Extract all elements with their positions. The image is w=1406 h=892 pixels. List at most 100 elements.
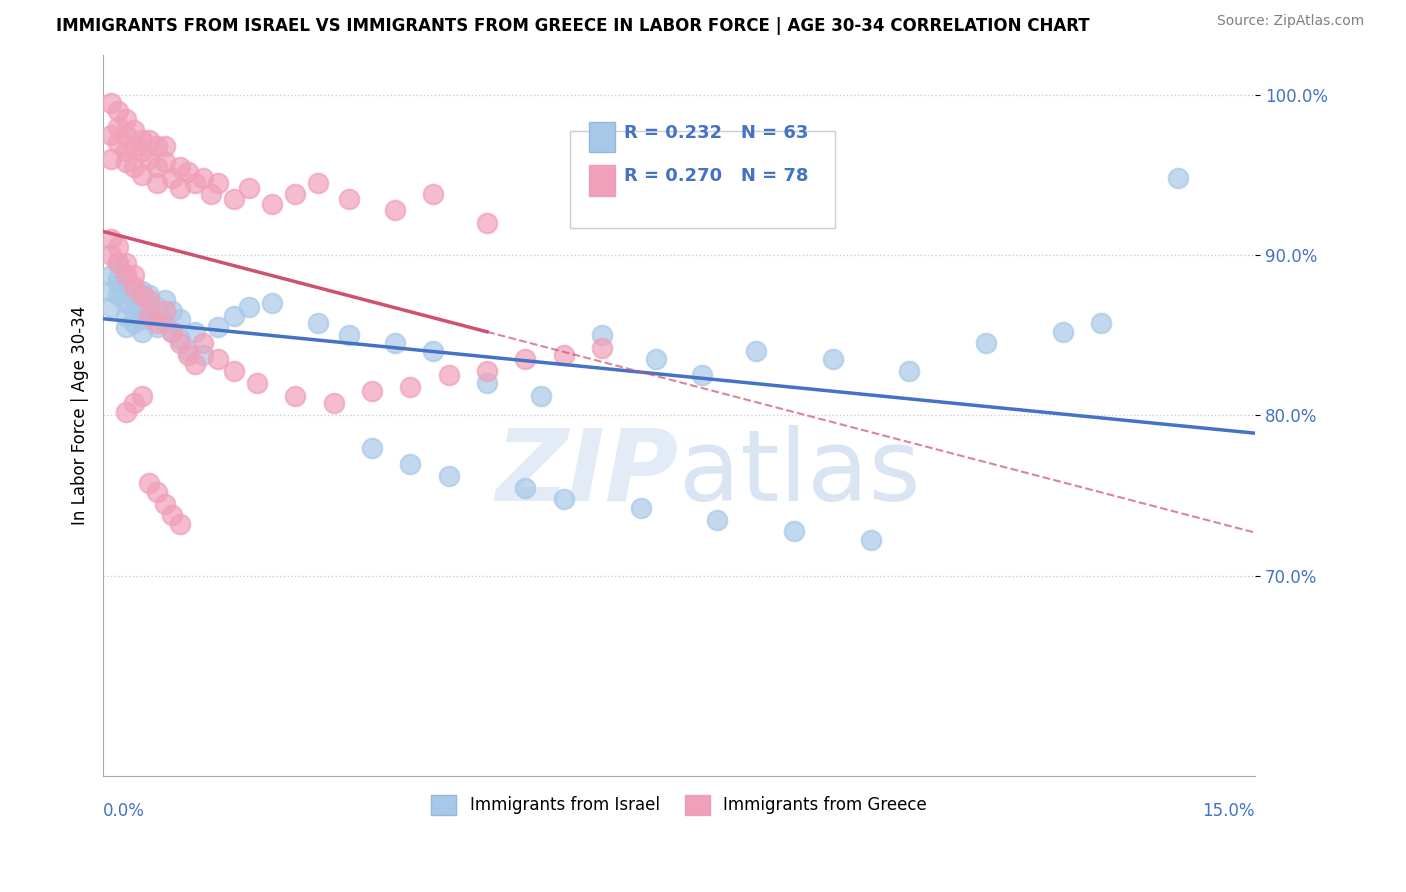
Point [122,293,145,308]
Point [107,104,129,119]
Point [169,332,191,346]
Point [100,248,122,262]
Point [131,312,153,326]
Point [131,296,153,310]
Point [115,268,138,282]
Point [169,312,191,326]
Point [131,284,153,298]
Point [207,176,229,190]
Point [146,160,169,174]
Text: R = 0.270   N = 78: R = 0.270 N = 78 [624,168,808,186]
Point [107,120,129,135]
Point [169,517,191,532]
Point [115,128,138,143]
Text: ZIP: ZIP [496,425,679,522]
Point [191,348,214,362]
Point [974,336,997,351]
Point [530,389,553,403]
Point [422,187,444,202]
Point [153,155,176,169]
Point [262,296,284,310]
Point [690,368,713,383]
Point [100,232,122,246]
Point [591,328,613,343]
Point [553,348,575,362]
Point [176,165,198,179]
Point [437,368,460,383]
Point [100,300,122,314]
Point [153,293,176,308]
Point [122,123,145,137]
Point [100,268,122,282]
Point [153,497,176,511]
Y-axis label: In Labor Force | Age 30-34: In Labor Force | Age 30-34 [72,306,89,525]
Point [138,133,160,147]
Point [191,171,214,186]
Point [122,304,145,318]
Point [162,325,184,339]
Point [337,328,360,343]
Point [207,352,229,367]
Point [131,325,153,339]
Point [122,139,145,153]
Point [307,176,329,190]
Point [422,344,444,359]
Point [200,187,222,202]
Point [115,284,138,298]
Point [115,112,138,127]
Point [284,389,307,403]
Point [138,309,160,323]
Point [184,176,207,190]
Point [107,256,129,270]
Point [162,508,184,522]
Text: Source: ZipAtlas.com: Source: ZipAtlas.com [1216,14,1364,28]
Point [246,376,269,391]
Point [146,139,169,153]
Point [645,352,668,367]
Legend: Immigrants from Israel, Immigrants from Greece: Immigrants from Israel, Immigrants from … [425,788,934,822]
Point [122,280,145,294]
Point [146,300,169,314]
Point [107,272,129,286]
Text: atlas: atlas [679,425,921,522]
Point [115,320,138,334]
Point [138,475,160,490]
Point [262,197,284,211]
Point [361,441,384,455]
Point [222,309,245,323]
Point [475,216,498,230]
Point [238,300,260,314]
Point [162,171,184,186]
Point [1090,316,1112,330]
Point [131,168,153,182]
Point [706,513,728,527]
Point [361,384,384,399]
Point [100,153,122,167]
Point [115,145,138,159]
Point [222,364,245,378]
Point [122,316,145,330]
Point [131,133,153,147]
Point [169,336,191,351]
Point [821,352,844,367]
Point [238,181,260,195]
Point [122,160,145,174]
Point [115,405,138,419]
Point [131,145,153,159]
Point [162,325,184,339]
Point [138,300,160,314]
Point [162,304,184,318]
FancyBboxPatch shape [569,131,835,228]
Point [138,153,160,167]
Text: R = 0.232   N = 63: R = 0.232 N = 63 [624,124,808,142]
Text: IMMIGRANTS FROM ISRAEL VS IMMIGRANTS FROM GREECE IN LABOR FORCE | AGE 30-34 CORR: IMMIGRANTS FROM ISRAEL VS IMMIGRANTS FRO… [56,17,1090,35]
Point [553,491,575,506]
Point [122,268,145,282]
Point [475,364,498,378]
Point [745,344,768,359]
Point [100,284,122,298]
Text: 0.0%: 0.0% [103,802,145,820]
Point [169,181,191,195]
Point [115,309,138,323]
Point [1167,171,1189,186]
